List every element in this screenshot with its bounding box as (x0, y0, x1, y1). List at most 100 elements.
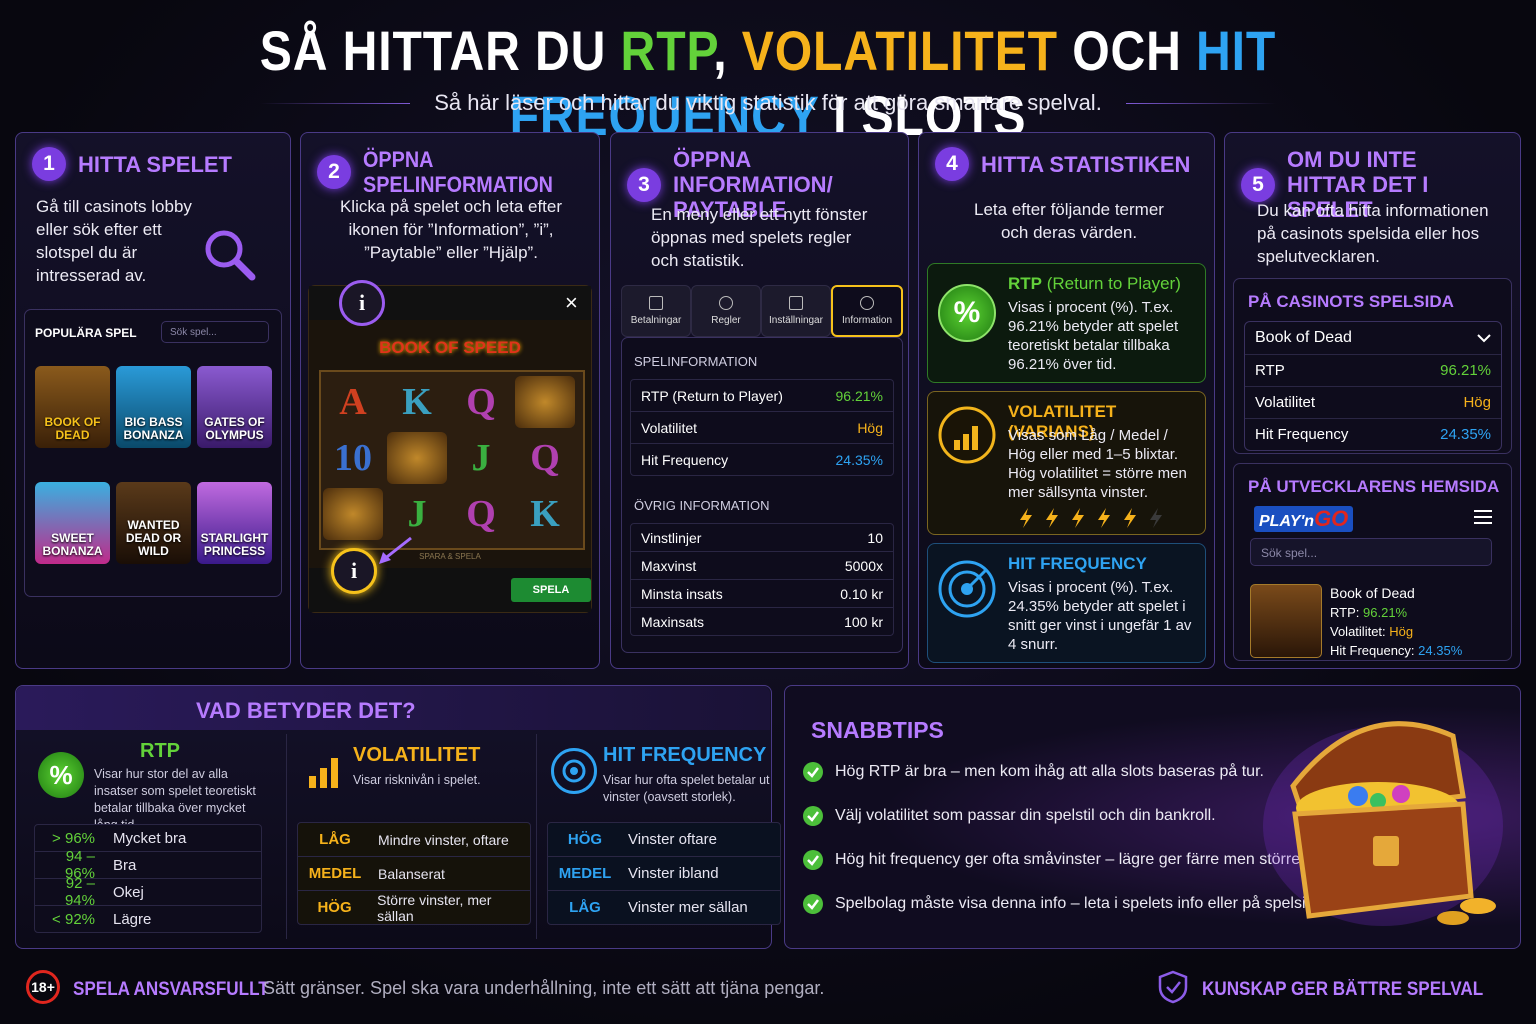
icon-shape (379, 552, 391, 564)
step-panel: 1 HITTA SPELET Gå till casinots lobby ell… (15, 132, 291, 669)
game-tile[interactable]: STARLIGHT PRINCESS (197, 482, 272, 564)
game-tile[interactable]: WANTED DEAD OR WILD (116, 482, 191, 564)
info-label: Maxinsats (641, 613, 705, 630)
info-table: RTP (Return to Player) 96.21% Volatilitet H… (630, 379, 894, 476)
icon-shape (1072, 508, 1084, 528)
scale-row: < 92% Lägre (35, 905, 261, 932)
game-tile[interactable]: BIG BASS BONANZA (116, 366, 191, 448)
search-box[interactable]: Sök spel... (161, 321, 269, 343)
treasure-chest (1263, 721, 1503, 926)
box-heading: PÅ UTVECKLARENS HEMSIDA (1248, 477, 1500, 496)
step-text: En meny eller ett nytt fönster öppnas me… (651, 205, 868, 270)
play-button[interactable]: SPELA (511, 578, 591, 602)
info-icon-highlight[interactable]: i (331, 548, 377, 594)
check-icon (803, 850, 823, 870)
info-panel: SPELINFORMATION RTP (Return to Player) 96.… (621, 337, 903, 653)
tips-panel: SNABBTIPS Hög RTP är bra – men kom ihåg … (784, 685, 1521, 949)
reel-symbol: J (407, 493, 427, 535)
scale-key: 92 – 94% (64, 875, 95, 909)
shield-icon (1158, 970, 1188, 1004)
section-heading: ÖVRIG INFORMATION (634, 498, 770, 513)
card-icon (938, 560, 996, 618)
casino-box: PÅ CASINOTS SPELSIDA Book of Dead RTP 96.… (1233, 278, 1512, 454)
reel-symbol: J (471, 437, 491, 479)
card-text: Visas i procent (%). T.ex. 24.35% betyde… (1008, 579, 1192, 653)
check-icon (803, 894, 823, 914)
icon-shape (1020, 508, 1032, 528)
game-tile[interactable]: GATES OF OLYMPUS (197, 366, 272, 448)
icon-shape (803, 850, 823, 870)
tab-icon (719, 296, 733, 310)
info-value: 100 kr (844, 613, 883, 630)
icon-shape (807, 767, 819, 778)
scale-desc: Bra (113, 856, 137, 874)
icon-shape (562, 759, 586, 783)
card-title: HIT FREQUENCY (1008, 554, 1147, 573)
scale-table: LÅG Mindre vinster, oftare MEDEL Balanserat… (297, 822, 531, 925)
card-title-suffix: (Return to Player) (1042, 274, 1181, 293)
tab-label: Regler (711, 315, 741, 326)
stat-label: Volatilitet: (1330, 624, 1386, 639)
scale-row: LÅG Mindre vinster, oftare (298, 823, 530, 856)
tab[interactable]: Inställningar (761, 285, 831, 337)
game-tile[interactable]: BOOK OF DEAD (35, 366, 110, 448)
icon-shape (1437, 911, 1469, 925)
scale-row: > 96% Mycket bra (35, 825, 261, 851)
scale-row: HÖG Större vinster, mer sällan (298, 890, 530, 924)
step-number: 5 (1241, 167, 1275, 202)
icon-shape (1474, 510, 1492, 524)
icon-shape (807, 811, 819, 822)
step-panel: 4 HITTA STATISTIKEN Leta efter följande t… (918, 132, 1215, 669)
column-text: Visar hur ofta spelet betalar ut vinster… (603, 773, 770, 804)
scale-desc: Mindre vinster, oftare (378, 831, 509, 848)
stat-label: Hit Frequency: (1330, 643, 1415, 658)
icon-shape (948, 570, 986, 608)
step-title: HITTA STATISTIKEN (981, 151, 1191, 177)
tip-text: Hög RTP är bra – men kom ihåg att alla s… (835, 763, 1264, 780)
reel-symbol: Q (530, 437, 560, 479)
step-header: 1 HITTA SPELET (32, 147, 282, 181)
scale-table: HÖG Vinster oftare MEDEL Vinster ibland LÅG V… (547, 822, 781, 925)
tips-title: SNABBTIPS (811, 717, 944, 743)
meaning-column: % RTP Visar hur stor del av alla insatser … (34, 734, 278, 939)
search-icon (205, 230, 256, 281)
game-tile[interactable]: SWEET BONANZA (35, 482, 110, 564)
stat-label: RTP: (1330, 605, 1360, 620)
info-row: Minsta insats 0.10 kr (631, 579, 893, 607)
step-text: Du kan ofta hitta informationen på casin… (1257, 201, 1489, 266)
tip: Välj volatilitet som passar din spelstil… (803, 794, 1337, 838)
tab[interactable]: Regler (691, 285, 761, 337)
scale-row: HÖG Vinster oftare (548, 823, 780, 856)
step-number: 4 (935, 147, 969, 181)
developer-box: PÅ UTVECKLARENS HEMSIDA PLAY'nGO Sök spe… (1233, 463, 1512, 661)
meaning-panel: VAD BETYDER DET? % RTP Visar hur stor del … (15, 685, 781, 949)
step-panel: 5 OM DU INTE HITTAR DET I SPELET Du kan o… (1224, 132, 1521, 669)
card-text: Visas som Låg / Medel / Hög eller med 1–… (1008, 427, 1187, 501)
game-name: Book of Dead (1255, 329, 1352, 346)
search-box[interactable]: Sök spel... (1250, 538, 1492, 566)
icon-shape (1460, 898, 1496, 914)
reel-symbol: Q (466, 381, 496, 423)
icon-shape (1348, 786, 1368, 806)
menu-icon[interactable] (1474, 510, 1492, 524)
title-part: RTP (620, 19, 714, 82)
info-icon[interactable]: i (339, 280, 385, 326)
casino-table: Book of Dead RTP 96.21% Volatilitet Hög Hit … (1244, 321, 1502, 451)
close-button[interactable]: × (565, 290, 578, 315)
stat-card: HIT FREQUENCY Visas i procent (%). T.ex.… (927, 543, 1206, 663)
reel-picture (323, 488, 383, 540)
tab[interactable]: Information (831, 285, 903, 337)
card-icon: % (938, 284, 996, 342)
icon-shape (965, 568, 988, 591)
icon-shape (963, 434, 969, 450)
scale-desc: Lägre (113, 910, 152, 928)
tab-icon (860, 296, 874, 310)
stat-value: 24.35% (1440, 426, 1491, 443)
dropdown[interactable]: Book of Dead (1245, 322, 1501, 354)
tips-list: Hög RTP är bra – men kom ihåg att alla s… (803, 750, 1337, 926)
icon-shape (1124, 508, 1136, 528)
meaning-title: VAD BETYDER DET? (196, 698, 416, 723)
column-icon: % (38, 752, 84, 798)
scale-table: > 96% Mycket bra 94 – 96% Bra 92 – 94% Okej < … (34, 824, 262, 933)
tab[interactable]: Betalningar (621, 285, 691, 337)
